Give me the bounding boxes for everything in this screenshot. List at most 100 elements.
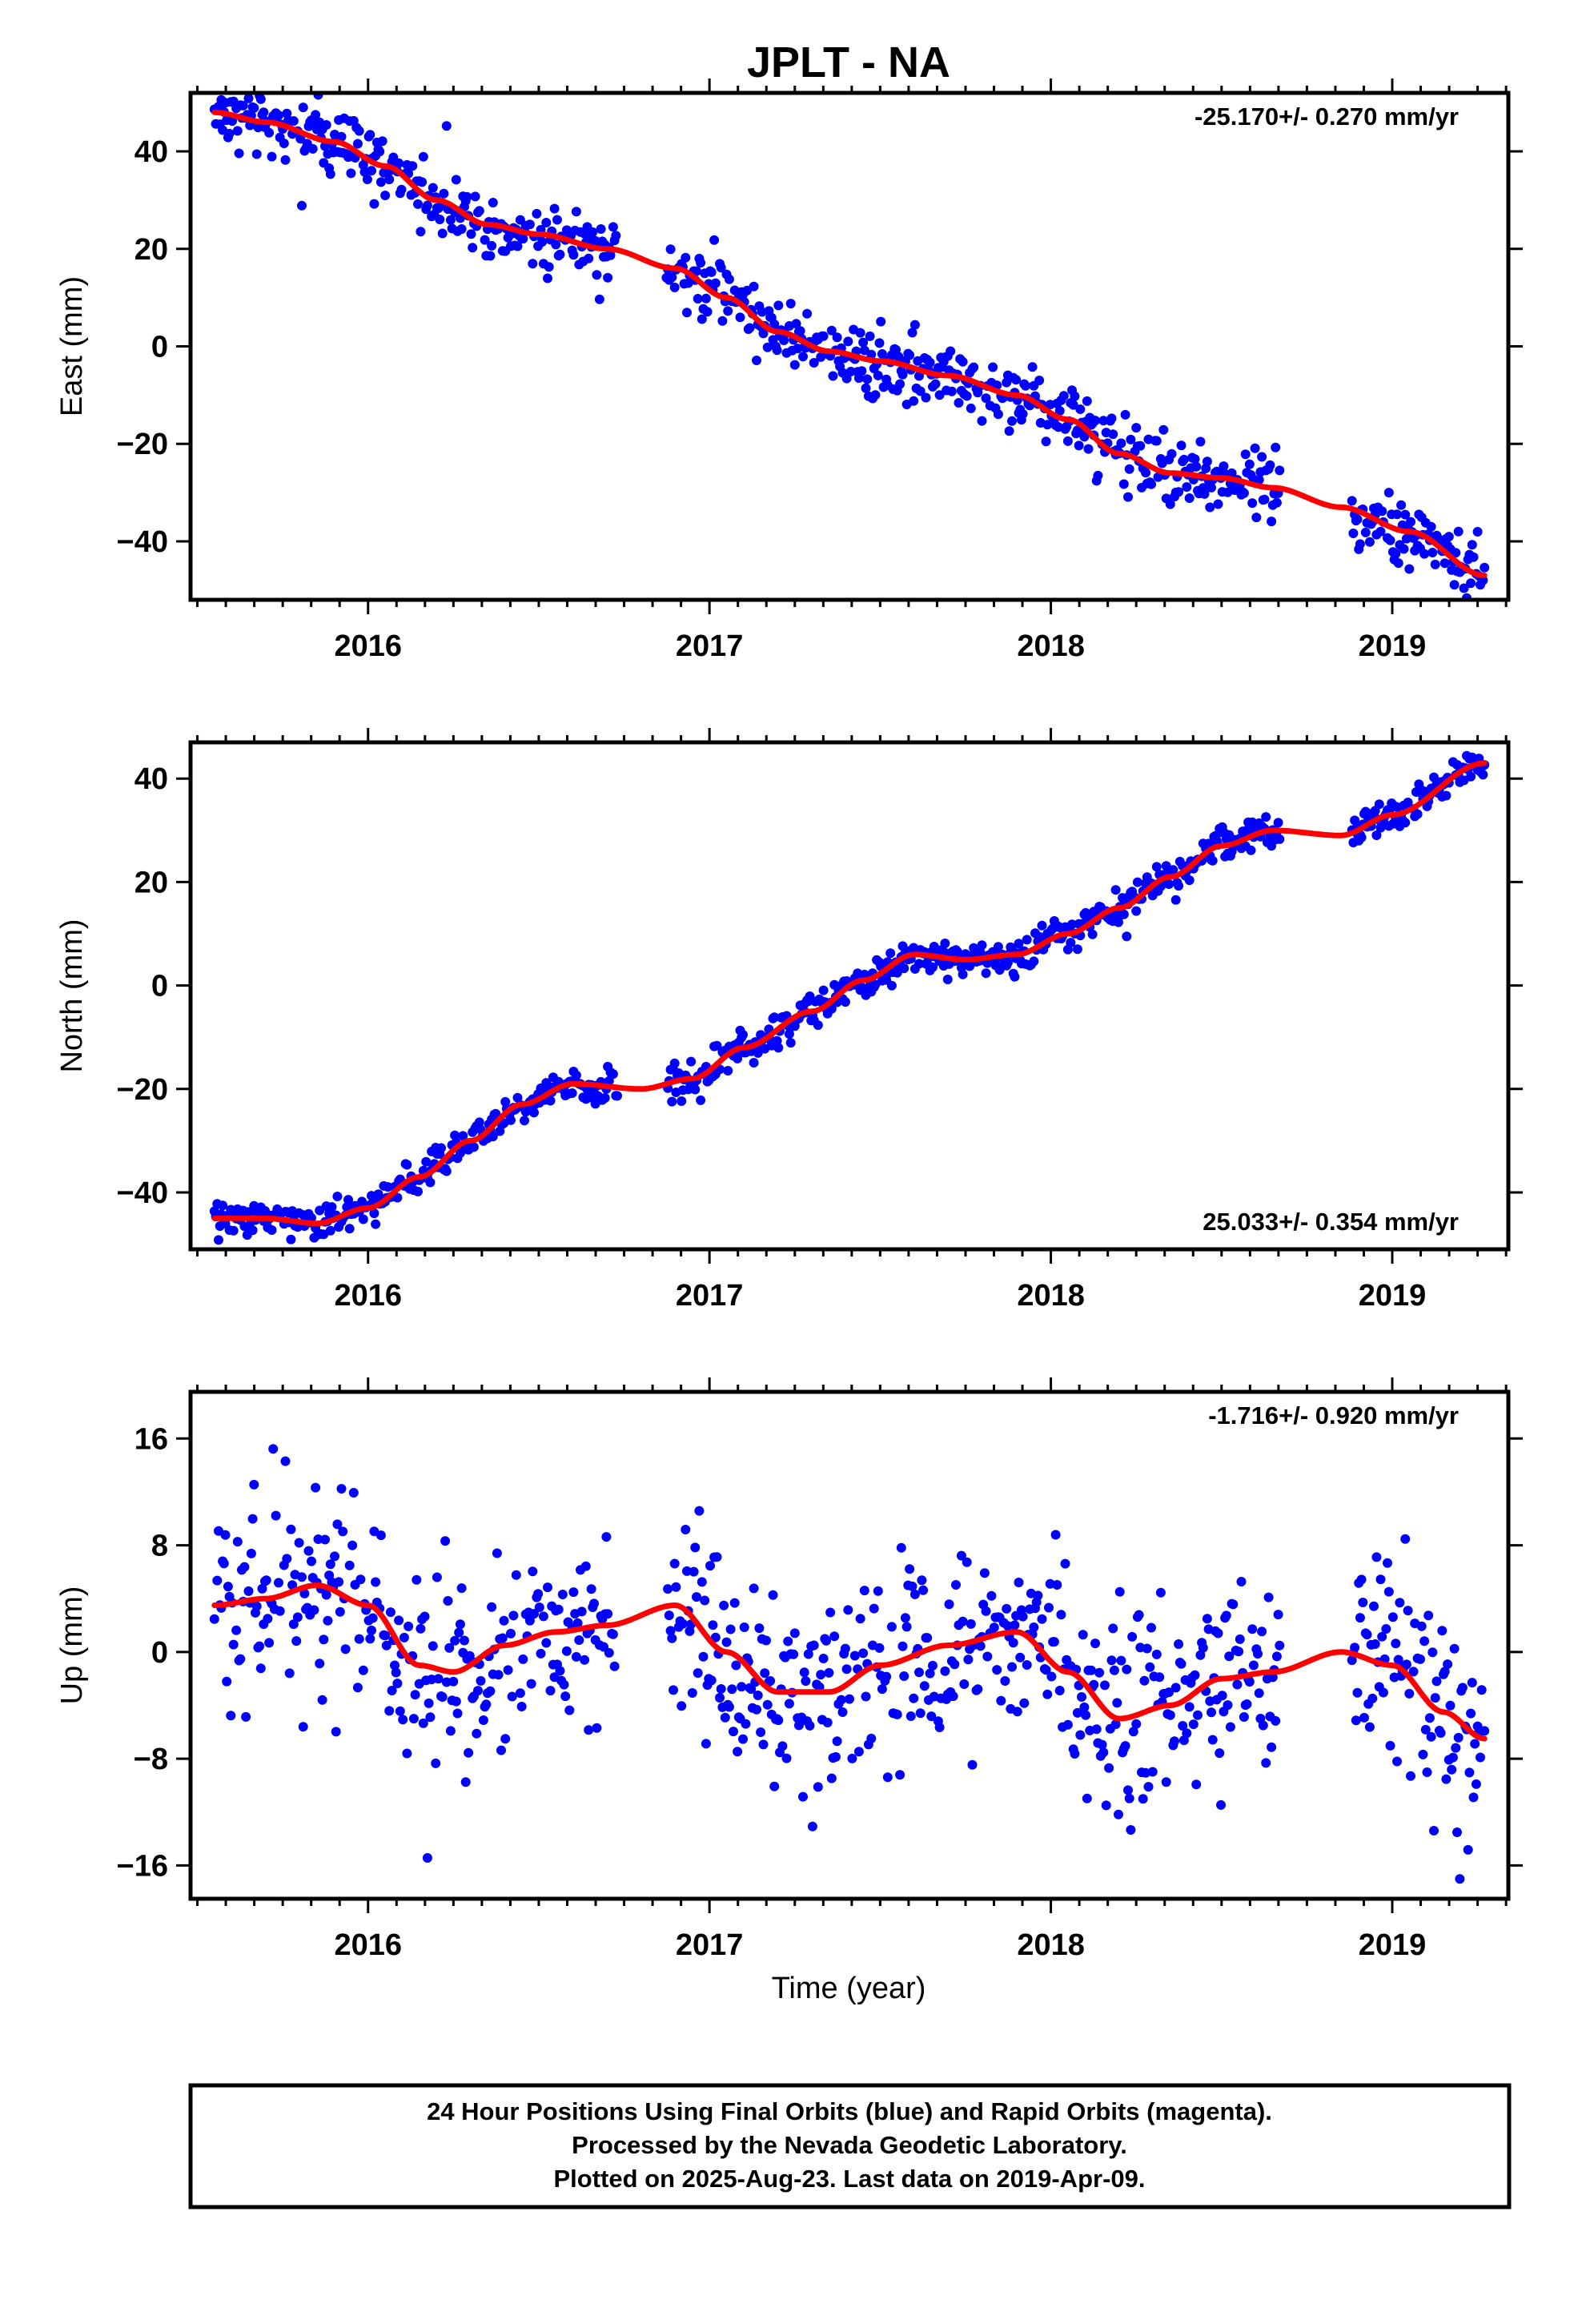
data-point bbox=[886, 1622, 897, 1632]
data-point bbox=[701, 293, 711, 304]
data-point bbox=[1042, 420, 1053, 430]
data-point bbox=[1253, 1649, 1263, 1659]
data-point bbox=[1466, 771, 1476, 782]
data-point bbox=[418, 151, 428, 162]
data-point bbox=[1472, 527, 1483, 537]
data-point bbox=[1110, 885, 1121, 895]
data-point bbox=[1097, 1739, 1107, 1750]
data-point bbox=[840, 997, 850, 1007]
data-point bbox=[1356, 1574, 1367, 1585]
data-point bbox=[462, 191, 472, 202]
data-point bbox=[958, 969, 968, 979]
data-point bbox=[1370, 1639, 1380, 1649]
data-point bbox=[320, 1534, 330, 1545]
data-point bbox=[1381, 1624, 1391, 1634]
data-point bbox=[253, 123, 263, 133]
data-point bbox=[549, 203, 560, 214]
data-point bbox=[309, 1605, 319, 1615]
data-point bbox=[940, 939, 950, 948]
data-point bbox=[1198, 1642, 1208, 1653]
data-point bbox=[977, 416, 987, 426]
data-point bbox=[993, 409, 1003, 420]
data-point bbox=[492, 1548, 502, 1558]
data-point bbox=[515, 1688, 525, 1699]
data-point bbox=[1049, 1637, 1059, 1647]
data-point bbox=[930, 379, 941, 389]
data-point bbox=[821, 1635, 831, 1646]
data-point bbox=[422, 1853, 432, 1863]
data-point bbox=[1182, 1728, 1192, 1739]
x-tick-label: 2016 bbox=[334, 1928, 402, 1962]
data-point bbox=[1466, 1708, 1476, 1719]
data-point bbox=[441, 121, 452, 131]
data-point bbox=[1391, 1638, 1401, 1649]
data-point bbox=[232, 126, 243, 136]
data-point bbox=[384, 1706, 395, 1716]
data-point bbox=[450, 1635, 460, 1646]
data-point bbox=[719, 1600, 729, 1610]
data-point bbox=[335, 1606, 345, 1617]
data-point bbox=[749, 1058, 759, 1068]
data-point bbox=[1090, 416, 1100, 426]
data-point bbox=[1184, 875, 1195, 886]
data-point bbox=[1012, 1707, 1022, 1717]
data-point bbox=[1087, 929, 1098, 939]
data-point bbox=[1014, 939, 1024, 949]
data-point bbox=[946, 386, 957, 396]
data-point bbox=[737, 1682, 747, 1692]
data-point bbox=[739, 1622, 749, 1632]
plot-area bbox=[191, 1392, 1508, 1899]
data-point bbox=[1377, 1631, 1387, 1642]
data-point bbox=[861, 383, 871, 393]
data-point bbox=[1037, 1614, 1047, 1624]
data-point bbox=[784, 1699, 794, 1709]
data-point bbox=[1027, 362, 1038, 372]
data-point bbox=[487, 240, 497, 251]
data-point bbox=[488, 1132, 498, 1142]
data-point bbox=[259, 107, 269, 118]
data-point bbox=[263, 1614, 273, 1624]
data-point bbox=[682, 1566, 692, 1576]
data-point bbox=[874, 1642, 885, 1653]
data-point bbox=[299, 1588, 310, 1598]
data-point bbox=[962, 391, 972, 401]
data-point bbox=[323, 1615, 333, 1626]
up-panel: 2016 2017 2018 2019 −16 −8 0 8 16 Up (mm) -1.716+/… bbox=[55, 1377, 1523, 1962]
data-point bbox=[1015, 1652, 1026, 1663]
data-point bbox=[603, 1609, 613, 1619]
data-point bbox=[485, 1686, 496, 1696]
data-point bbox=[1174, 487, 1184, 497]
data-point bbox=[1356, 832, 1367, 842]
data-point bbox=[605, 250, 616, 260]
data-point bbox=[944, 1599, 954, 1610]
data-point bbox=[243, 93, 254, 103]
data-point bbox=[496, 1745, 506, 1755]
data-point bbox=[334, 1577, 344, 1587]
data-point bbox=[340, 1644, 351, 1655]
data-point bbox=[294, 1538, 304, 1548]
data-point bbox=[264, 127, 275, 138]
data-point bbox=[464, 1651, 475, 1661]
data-point bbox=[725, 1624, 736, 1634]
data-point bbox=[1350, 1642, 1360, 1653]
data-point bbox=[928, 1660, 938, 1671]
data-point bbox=[1273, 1610, 1283, 1620]
data-point bbox=[468, 243, 478, 253]
data-point bbox=[537, 237, 548, 247]
data-point bbox=[1259, 494, 1270, 505]
data-point bbox=[391, 1667, 401, 1678]
data-point bbox=[571, 1651, 581, 1662]
data-point bbox=[1158, 424, 1169, 435]
data-point bbox=[895, 379, 905, 389]
data-point bbox=[693, 294, 703, 304]
data-point bbox=[816, 1670, 826, 1680]
y-tick-label: 16 bbox=[135, 1422, 168, 1456]
data-point bbox=[798, 1791, 808, 1802]
data-point bbox=[1070, 1749, 1080, 1759]
data-point bbox=[925, 1668, 935, 1679]
y-tick-label: 0 bbox=[151, 1636, 168, 1670]
data-point bbox=[1406, 517, 1415, 527]
data-point bbox=[1029, 956, 1039, 967]
data-point bbox=[934, 390, 945, 400]
data-point bbox=[1271, 1651, 1282, 1662]
